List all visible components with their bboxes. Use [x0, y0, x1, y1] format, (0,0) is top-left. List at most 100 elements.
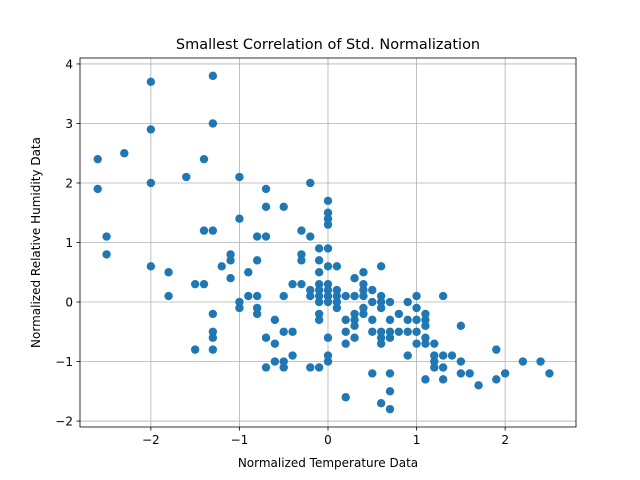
- data-point: [235, 303, 244, 313]
- data-point: [323, 214, 333, 223]
- data-point: [368, 327, 377, 336]
- data-point: [359, 268, 368, 277]
- data-point: [270, 357, 280, 366]
- data-point: [297, 226, 306, 235]
- data-point: [314, 279, 324, 289]
- data-point: [244, 268, 253, 277]
- data-point: [474, 381, 483, 390]
- data-point: [385, 333, 395, 342]
- data-point: [252, 303, 262, 313]
- data-point: [492, 375, 501, 384]
- data-point: [430, 339, 439, 348]
- data-point: [314, 285, 324, 295]
- data-point: [385, 297, 395, 307]
- data-point: [182, 172, 191, 182]
- data-point: [350, 333, 359, 342]
- data-point: [403, 327, 412, 336]
- data-point: [412, 303, 421, 313]
- data-point: [332, 262, 342, 271]
- data-point: [288, 351, 297, 360]
- data-point: [438, 291, 448, 301]
- data-point: [332, 297, 342, 307]
- x-tick-label: 2: [501, 433, 509, 447]
- x-tick-label: −2: [142, 433, 160, 447]
- data-point: [332, 285, 342, 295]
- data-point: [164, 291, 173, 301]
- data-point: [235, 214, 244, 223]
- data-point: [412, 315, 421, 325]
- data-point: [314, 297, 324, 307]
- x-tick-label: 1: [413, 433, 421, 447]
- data-point: [120, 149, 129, 158]
- data-point: [164, 268, 173, 277]
- x-axis-label: Normalized Temperature Data: [238, 456, 418, 470]
- data-point: [323, 196, 333, 206]
- y-tick-label: 0: [65, 296, 73, 310]
- data-point: [235, 172, 244, 182]
- data-point: [421, 375, 430, 384]
- data-point: [208, 327, 218, 336]
- data-point: [385, 327, 395, 336]
- data-point: [421, 315, 430, 325]
- data-point: [385, 404, 395, 414]
- data-point: [146, 77, 156, 87]
- data-point: [447, 351, 457, 360]
- data-point: [314, 315, 324, 325]
- data-point: [323, 351, 333, 360]
- data-point: [252, 291, 262, 301]
- data-point: [261, 202, 271, 211]
- data-point: [412, 291, 421, 301]
- data-point: [306, 291, 315, 301]
- data-point: [297, 279, 306, 289]
- data-point: [297, 256, 306, 265]
- data-point: [341, 291, 350, 301]
- data-point: [323, 291, 333, 301]
- data-point: [199, 226, 209, 235]
- data-point: [288, 327, 297, 336]
- data-point: [323, 357, 333, 366]
- data-point: [359, 303, 368, 313]
- data-point: [359, 285, 368, 295]
- y-tick-label: −2: [55, 415, 73, 429]
- data-point: [350, 291, 359, 301]
- data-point: [465, 369, 474, 378]
- data-point: [208, 309, 218, 319]
- data-point: [421, 321, 430, 331]
- data-point: [438, 363, 448, 372]
- data-point: [456, 369, 466, 378]
- data-point: [359, 279, 368, 289]
- data-point: [208, 71, 218, 81]
- data-point: [323, 297, 333, 307]
- data-point: [261, 363, 271, 372]
- data-point: [350, 321, 359, 331]
- data-point: [376, 398, 386, 408]
- data-point: [403, 351, 412, 360]
- y-tick-label: −1: [55, 355, 73, 369]
- data-point: [102, 250, 111, 259]
- data-point: [306, 232, 315, 241]
- grid-lines: [80, 58, 576, 427]
- data-point: [421, 309, 430, 319]
- data-point: [270, 315, 280, 325]
- data-point: [279, 363, 288, 372]
- data-points: [93, 71, 554, 414]
- data-point: [323, 262, 333, 271]
- data-point: [385, 369, 395, 378]
- data-point: [438, 375, 448, 384]
- x-tick-label: 0: [324, 433, 332, 447]
- data-point: [368, 297, 377, 307]
- data-point: [279, 202, 288, 211]
- data-point: [146, 178, 156, 188]
- axis-ticks: −2 −1 0 1 2 −2 −1 0 1 2 3 4: [55, 57, 509, 447]
- data-point: [217, 262, 226, 271]
- data-point: [314, 363, 324, 372]
- y-tick-label: 2: [65, 176, 73, 190]
- data-point: [376, 333, 386, 342]
- data-point: [261, 232, 271, 241]
- data-point: [208, 345, 218, 354]
- data-point: [93, 184, 102, 194]
- data-point: [359, 309, 368, 319]
- data-point: [102, 232, 111, 241]
- data-point: [341, 393, 350, 402]
